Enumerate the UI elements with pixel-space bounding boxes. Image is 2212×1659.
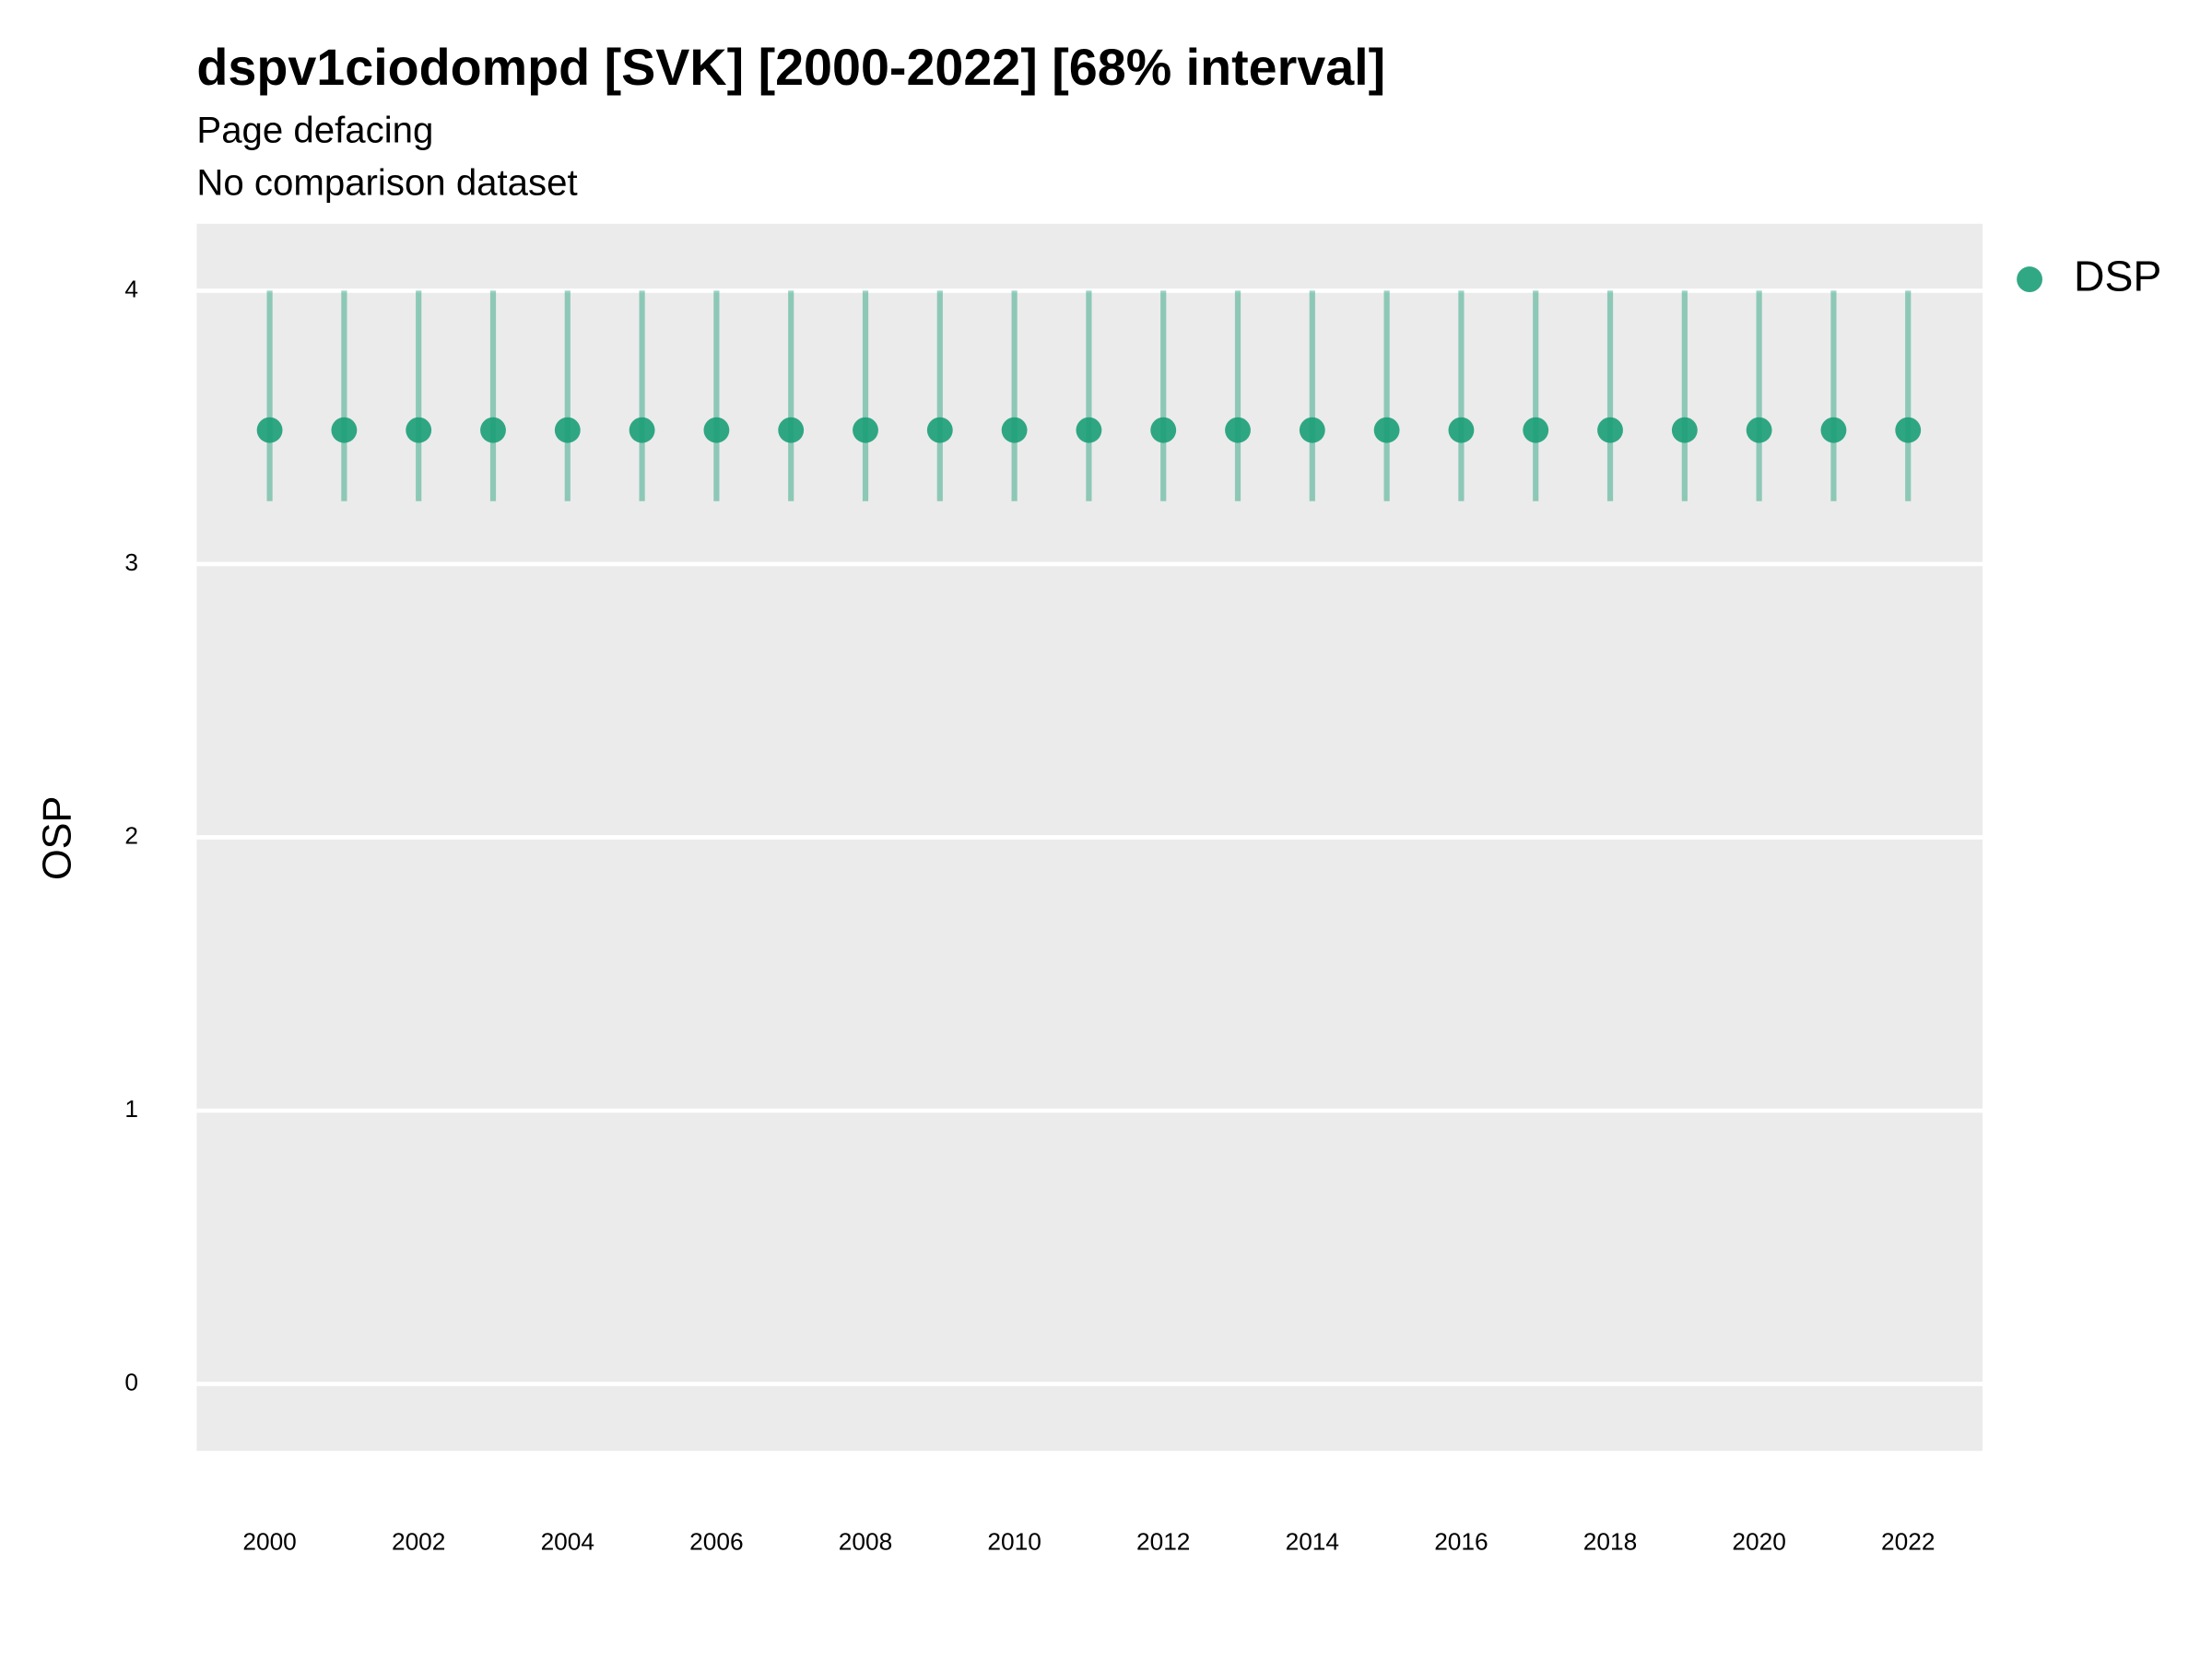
point	[1448, 417, 1475, 443]
point	[406, 417, 432, 443]
x-tick-label: 2004	[541, 1528, 594, 1556]
legend-label: DSP	[2074, 252, 2161, 300]
chart-title: dspv1ciodompd [SVK] [2000-2022] [68% int…	[196, 39, 1385, 96]
point	[1671, 417, 1698, 443]
point	[1895, 417, 1922, 443]
x-tick-label: 2014	[1286, 1528, 1339, 1556]
y-tick-label: 4	[124, 275, 138, 302]
point	[554, 417, 581, 443]
point	[1373, 417, 1400, 443]
point	[1150, 417, 1177, 443]
y-tick-label: 2	[124, 821, 138, 849]
point	[853, 417, 878, 443]
x-tick-label: 2010	[987, 1528, 1041, 1556]
legend-marker	[2017, 266, 2042, 293]
y-axis-label: OSP	[35, 796, 79, 880]
y-tick-label: 3	[124, 548, 138, 576]
y-tick-label: 1	[124, 1095, 138, 1123]
point	[629, 417, 655, 443]
point	[1523, 417, 1549, 443]
x-tick-label: 2006	[689, 1528, 743, 1556]
point	[256, 417, 283, 443]
x-tick-label: 2018	[1583, 1528, 1637, 1556]
x-tick-label: 2008	[839, 1528, 892, 1556]
x-tick-label: 2022	[1881, 1528, 1935, 1556]
point	[1001, 417, 1028, 443]
x-tick-label: 2012	[1136, 1528, 1190, 1556]
chart-subtitle: Page defacing	[196, 109, 433, 150]
x-tick-label: 2016	[1434, 1528, 1488, 1556]
point	[778, 417, 805, 443]
x-tick-label: 2020	[1732, 1528, 1785, 1556]
point	[1076, 417, 1102, 443]
point	[926, 417, 953, 443]
chart-caption: No comparison dataset	[196, 162, 577, 204]
point	[1820, 417, 1847, 443]
point	[331, 417, 358, 443]
point	[1597, 417, 1623, 443]
point	[480, 417, 506, 443]
point	[1299, 417, 1325, 443]
point	[703, 417, 730, 443]
x-tick-label: 2002	[392, 1528, 445, 1556]
point	[1225, 417, 1251, 443]
x-tick-label: 2000	[242, 1528, 296, 1556]
point	[1746, 417, 1772, 443]
y-tick-label: 0	[124, 1369, 138, 1396]
